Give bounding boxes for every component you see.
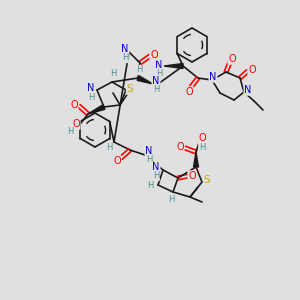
Text: S: S xyxy=(204,175,210,185)
Text: H: H xyxy=(67,127,73,136)
Text: O: O xyxy=(72,119,80,129)
Polygon shape xyxy=(194,152,199,167)
Polygon shape xyxy=(88,105,105,114)
Text: H: H xyxy=(168,194,174,203)
Text: H: H xyxy=(106,143,112,152)
Polygon shape xyxy=(137,76,153,84)
Text: N: N xyxy=(152,162,160,172)
Text: N: N xyxy=(209,72,217,82)
Text: N: N xyxy=(87,83,95,93)
Text: N: N xyxy=(155,60,163,70)
Text: O: O xyxy=(188,171,196,181)
Text: N: N xyxy=(145,146,153,156)
Text: O: O xyxy=(198,133,206,143)
Text: N: N xyxy=(152,76,160,86)
Text: H: H xyxy=(153,85,159,94)
Text: O: O xyxy=(248,65,256,75)
Text: H: H xyxy=(110,70,116,79)
Text: H: H xyxy=(147,181,153,190)
Text: O: O xyxy=(113,156,121,166)
Text: O: O xyxy=(150,50,158,60)
Text: S: S xyxy=(127,84,133,94)
Text: N: N xyxy=(121,44,129,54)
Polygon shape xyxy=(164,64,183,68)
Text: H: H xyxy=(199,142,205,152)
Text: H: H xyxy=(153,172,159,181)
Text: O: O xyxy=(228,54,236,64)
Text: O: O xyxy=(185,87,193,97)
Text: H: H xyxy=(156,68,162,77)
Text: H: H xyxy=(146,155,152,164)
Text: N: N xyxy=(244,85,252,95)
Text: O: O xyxy=(176,142,184,152)
Text: H: H xyxy=(88,92,94,101)
Text: H: H xyxy=(122,53,128,62)
Text: O: O xyxy=(70,100,78,110)
Text: H: H xyxy=(136,65,142,74)
